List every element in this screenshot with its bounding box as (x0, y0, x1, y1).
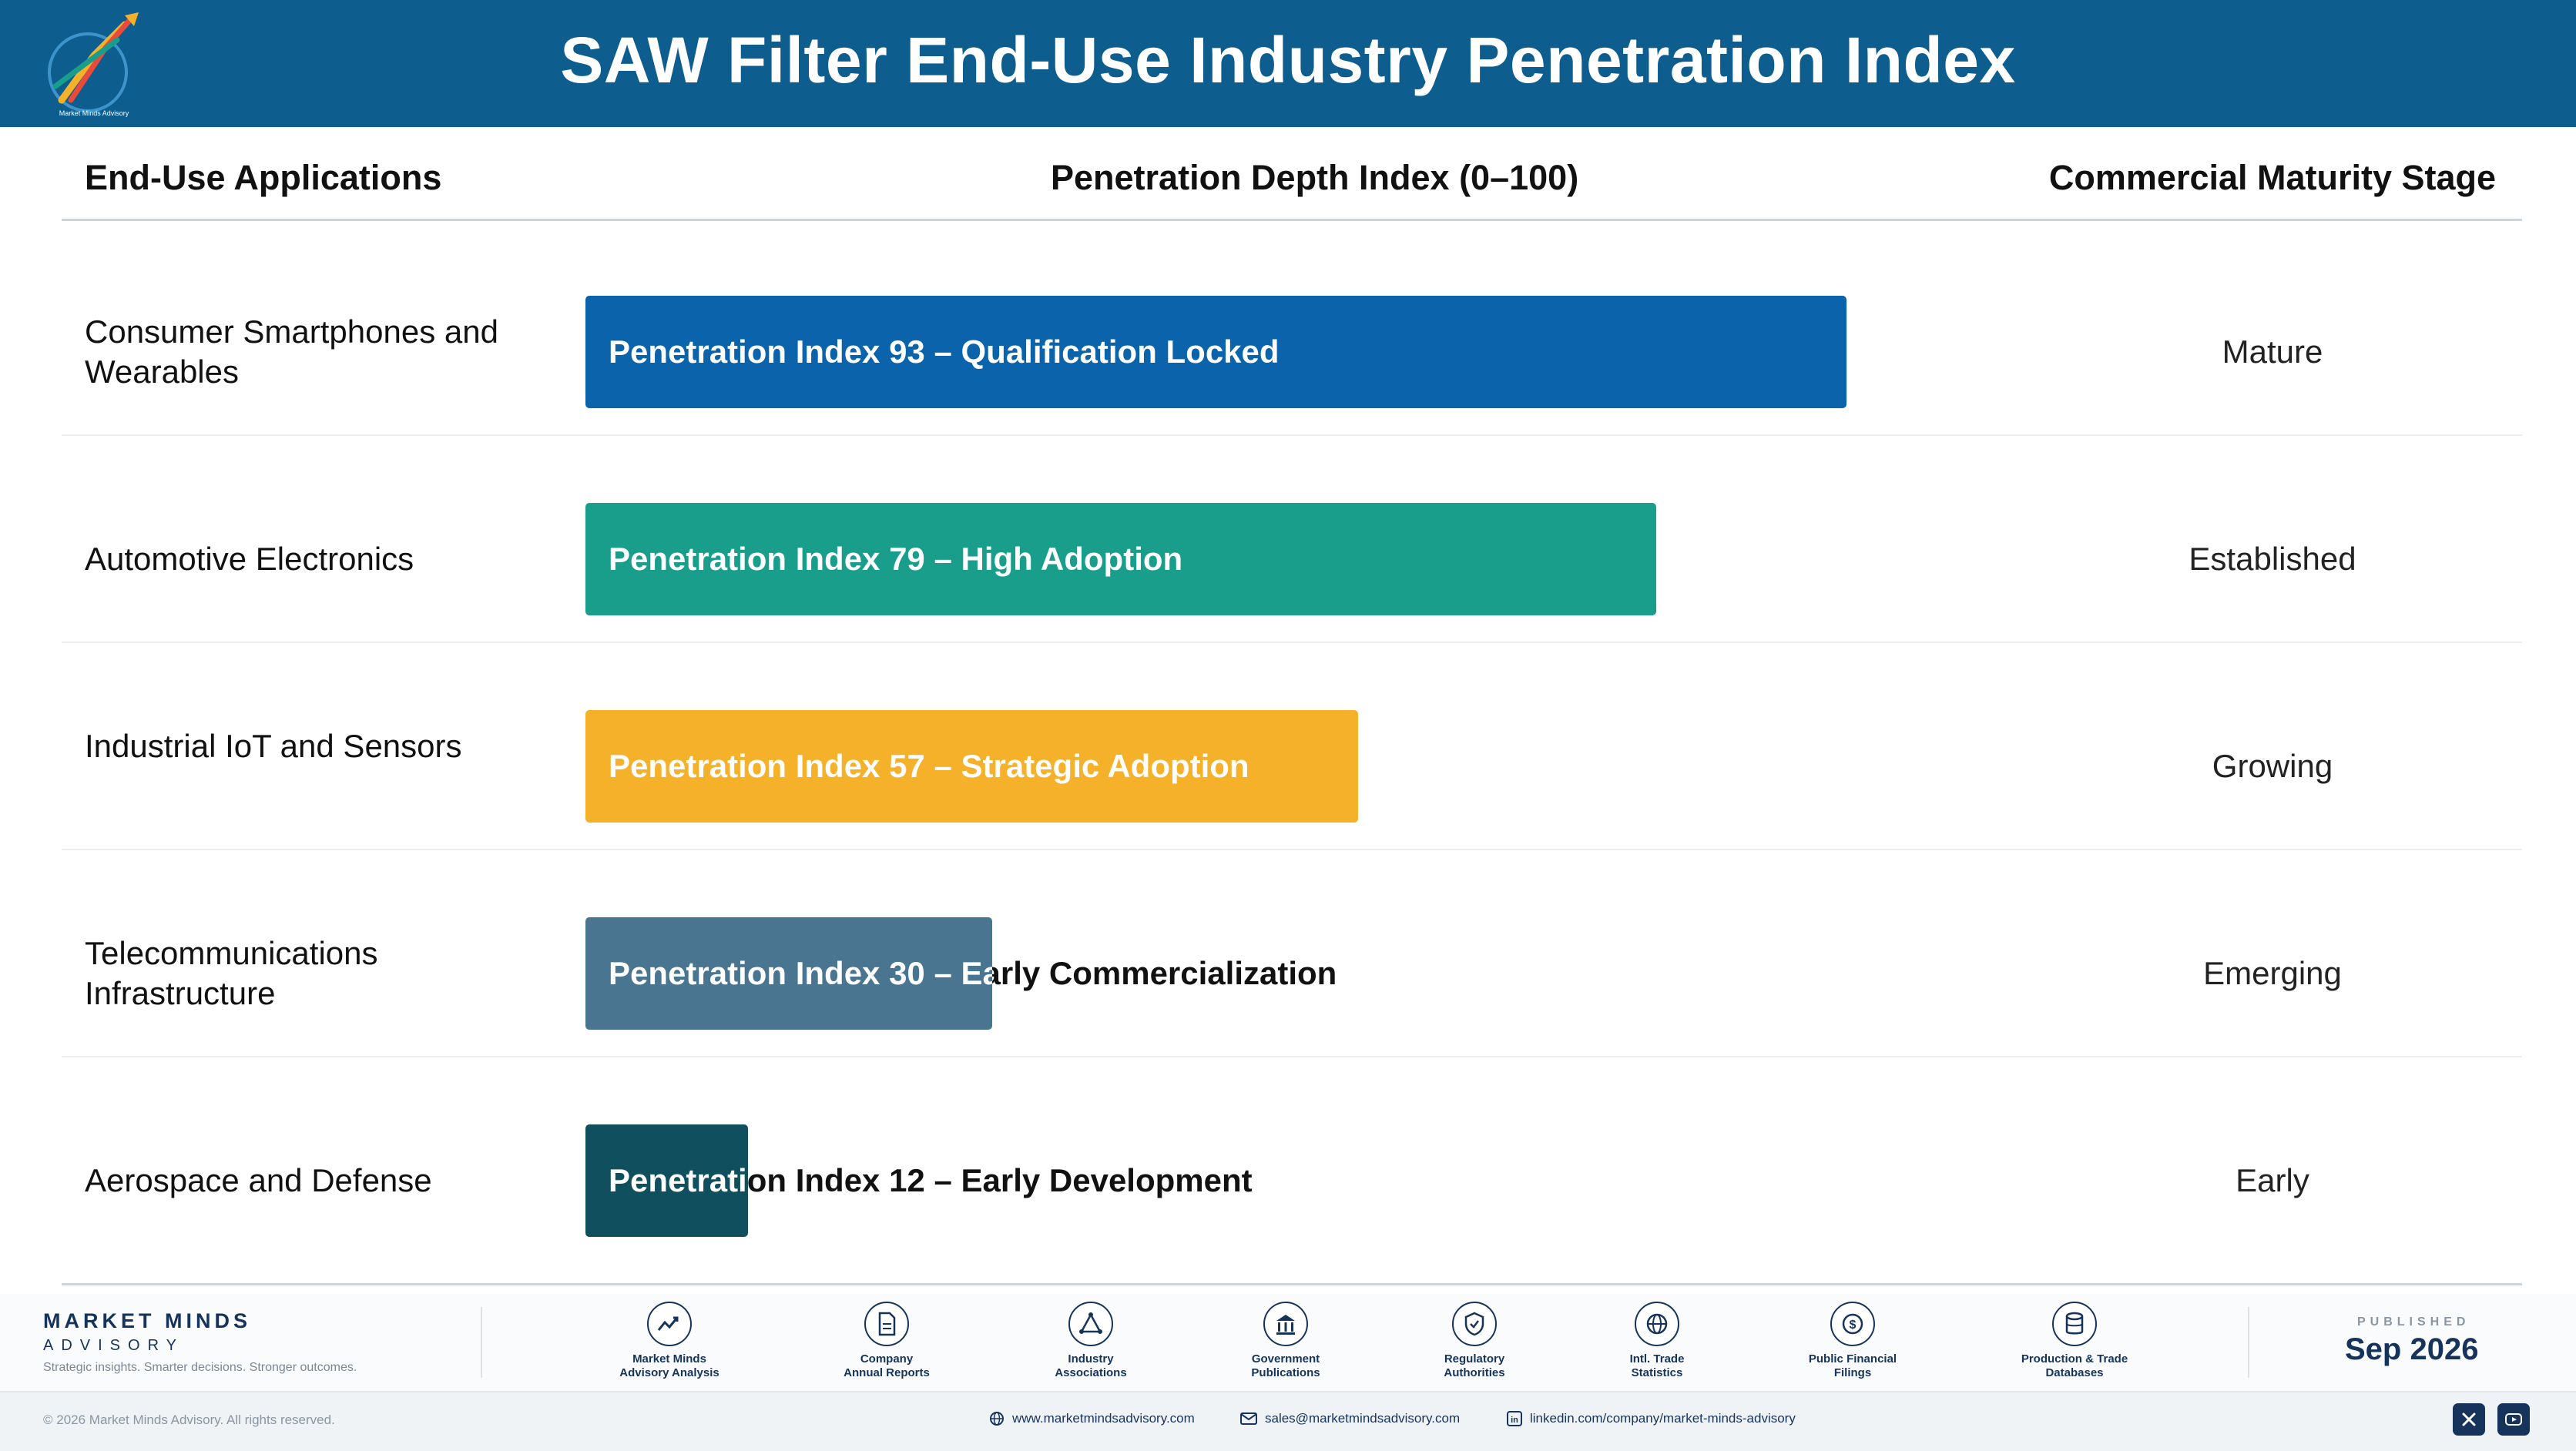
copyright-text: © 2026 Market Minds Advisory. All rights… (43, 1412, 335, 1427)
youtube-social-button[interactable] (2497, 1403, 2530, 1436)
source-label: Regulatory Authorities (1444, 1352, 1505, 1379)
page-title: SAW Filter End-Use Industry Penetration … (560, 24, 2016, 96)
linkedin-text: linkedin.com/company/market-minds-adviso… (1530, 1411, 1796, 1426)
application-label: Automotive Electronics (85, 541, 414, 577)
source-label: Intl. Trade Statistics (1629, 1352, 1685, 1379)
brand-name: MARKET MINDS (43, 1309, 251, 1332)
source-label: Public Financial Filings (1808, 1352, 1897, 1379)
source-item: Production & Trade Databases (1997, 1302, 2152, 1380)
maturity-stage-label: Emerging (2203, 955, 2342, 991)
column-header-stage: Commercial Maturity Stage (2048, 158, 2497, 197)
penetration-bar (585, 503, 1657, 615)
youtube-icon (2505, 1413, 2522, 1426)
maturity-stage-label: Established (2189, 541, 2356, 577)
svg-text:$: $ (1850, 1319, 1857, 1332)
application-label: Telecommunications Infrastructure (85, 935, 378, 1011)
row-divider (62, 1056, 2522, 1057)
row-divider (62, 642, 2522, 643)
header-divider (62, 219, 2522, 221)
column-header-applications: End-Use Applications (85, 158, 442, 197)
table-bottom-divider (62, 1283, 2522, 1285)
header-bar: Market Minds Advisory SAW Filter End-Use… (0, 0, 2576, 127)
source-label: Government Publications (1251, 1352, 1320, 1379)
application-label: Consumer Smartphones and Wearables (85, 313, 498, 390)
row-divider (62, 849, 2522, 850)
application-label: Industrial IoT and Sensors (85, 728, 462, 764)
application-label: Aerospace and Defense (85, 1162, 432, 1198)
x-social-button[interactable] (2453, 1403, 2485, 1436)
bar-value-label: Penetration Index 30 – Early Commerciali… (609, 955, 1337, 991)
svg-text:in: in (1511, 1416, 1518, 1425)
source-item: Industry Associations (1014, 1302, 1168, 1380)
source-item: Market Minds Advisory Analysis (592, 1302, 746, 1380)
footer-divider (2248, 1307, 2249, 1378)
maturity-stage-label: Mature (2222, 333, 2323, 370)
document-icon (864, 1302, 909, 1346)
source-item: Company Annual Reports (810, 1302, 964, 1380)
footer-divider (481, 1307, 482, 1378)
penetration-bar (585, 296, 1846, 408)
website-text: www.marketmindsadvisory.com (1012, 1411, 1195, 1426)
network-icon (1068, 1302, 1113, 1346)
dollar-coin-icon: $ (1830, 1302, 1875, 1346)
company-logo-icon: Market Minds Advisory (48, 12, 139, 117)
database-icon (2052, 1302, 2097, 1346)
linkedin-icon: in (1507, 1411, 1522, 1426)
email-text: sales@marketmindsadvisory.com (1265, 1411, 1461, 1426)
maturity-stage-label: Growing (2212, 748, 2333, 784)
globe-icon (1635, 1302, 1679, 1346)
globe-icon (990, 1412, 1004, 1426)
source-item: Intl. Trade Statistics (1580, 1302, 1734, 1380)
footer-bottom-bar (0, 1391, 2576, 1451)
source-label: Market Minds Advisory Analysis (619, 1352, 719, 1379)
bar-value-label: Penetration Index 79 – High Adoption (609, 541, 1183, 577)
column-header-index: Penetration Depth Index (0–100) (1051, 158, 1579, 197)
row-divider (62, 434, 2522, 436)
published-date: Sep 2026 (2345, 1332, 2479, 1366)
website-link[interactable]: www.marketmindsadvisory.com (989, 1411, 1195, 1426)
chart-line-icon (647, 1302, 692, 1346)
government-building-icon (1263, 1302, 1308, 1346)
email-link[interactable]: sales@marketmindsadvisory.com (1240, 1411, 1460, 1426)
published-label: PUBLISHED (2357, 1315, 2470, 1329)
source-item: Government Publications (1209, 1302, 1363, 1380)
x-icon (2462, 1412, 2476, 1426)
penetration-bar (585, 1124, 749, 1237)
svg-text:Market Minds Advisory: Market Minds Advisory (59, 109, 129, 117)
penetration-bar (585, 917, 992, 1030)
bar-value-label: Penetration Index 57 – Strategic Adoptio… (609, 748, 1249, 784)
penetration-bar (585, 710, 1359, 823)
source-label: Company Annual Reports (844, 1352, 930, 1379)
source-item: $ Public Financial Filings (1776, 1302, 1930, 1380)
bar-value-label: Penetration Index 12 – Early Development (609, 1162, 1253, 1198)
bar-value-label: Penetration Index 93 – Qualification Loc… (609, 333, 1280, 370)
brand-subtitle: ADVISORY (43, 1337, 184, 1354)
brand-tagline: Strategic insights. Smarter decisions. S… (43, 1361, 357, 1374)
maturity-stage-label: Early (2236, 1162, 2309, 1198)
source-label: Industry Associations (1055, 1352, 1127, 1379)
source-item: Regulatory Authorities (1397, 1302, 1551, 1380)
shield-check-icon (1452, 1302, 1497, 1346)
source-label: Production & Trade Databases (2021, 1352, 2128, 1379)
mail-icon (1240, 1412, 1257, 1425)
linkedin-link[interactable]: in linkedin.com/company/market-minds-adv… (1507, 1411, 1796, 1426)
